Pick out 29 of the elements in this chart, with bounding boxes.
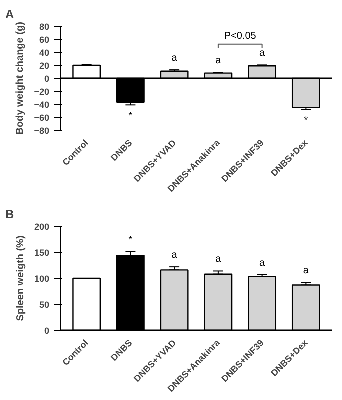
y-axis-title: Spleen weigth (%) — [15, 236, 26, 322]
annotation: * — [128, 234, 133, 246]
y-tick-label: 80 — [39, 22, 50, 32]
y-tick-label: 200 — [34, 222, 50, 232]
chart-title: B — [6, 208, 14, 222]
annotation: a — [216, 56, 222, 67]
chart-title: A — [6, 8, 14, 22]
annotation: P<0.05 — [224, 30, 257, 42]
annotation: a — [172, 53, 178, 64]
y-tick-label: −40 — [34, 100, 50, 110]
y-tick-label: 100 — [34, 274, 50, 284]
annotation: a — [172, 250, 178, 262]
y-tick-label: 150 — [34, 248, 50, 258]
y-tick-label: −80 — [34, 126, 50, 136]
y-tick-label: 20 — [39, 61, 50, 71]
y-tick-label: 60 — [39, 35, 50, 45]
y-tick-label: 0 — [44, 74, 50, 84]
y-tick-label: −60 — [34, 113, 50, 123]
y-tick-label: 50 — [39, 300, 50, 310]
y-tick-label: 40 — [39, 48, 50, 58]
y-tick-label: 0 — [44, 326, 50, 336]
y-tick-label: −20 — [34, 87, 50, 97]
annotation: a — [260, 258, 266, 269]
annotation: a — [216, 254, 222, 266]
annotation: * — [304, 116, 308, 127]
y-axis-title: Body weight change (g) — [15, 22, 26, 135]
annotation: a — [303, 266, 310, 277]
annotation: a — [260, 48, 266, 60]
annotation: * — [128, 111, 133, 122]
